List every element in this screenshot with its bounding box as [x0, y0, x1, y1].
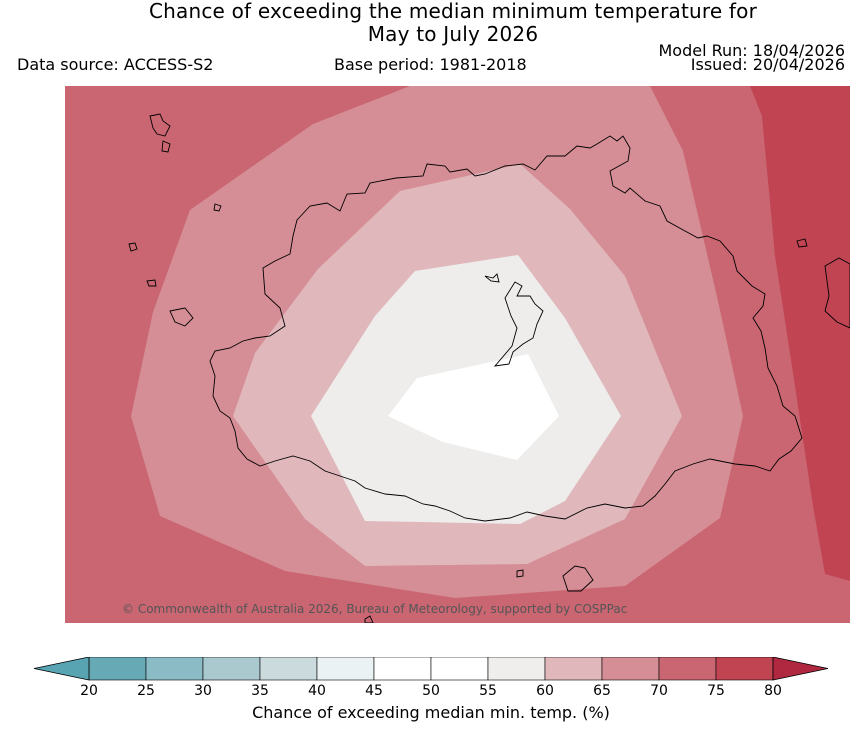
colorbar-tick-label: 40	[308, 683, 326, 699]
islet-coastline-5	[562, 565, 594, 592]
colorbar-tick-label: 35	[251, 683, 269, 699]
map-svg	[65, 86, 850, 623]
colorbar-segment	[658, 657, 717, 681]
islet-coastline-6	[824, 257, 850, 329]
colorbar-label: Chance of exceeding median min. temp. (%…	[252, 703, 610, 722]
colorbar-tick-label: 20	[80, 683, 98, 699]
colorbar	[34, 657, 828, 681]
colorbar-tick-label: 65	[593, 683, 611, 699]
title-line-2: May to July 2026	[367, 22, 539, 46]
colorbar-over-arrow	[772, 657, 828, 681]
model-run-label: Model Run: 18/04/2026	[658, 41, 846, 60]
colorbar-tick-label: 75	[707, 683, 725, 699]
base-period-label: Base period: 1981-2018	[334, 55, 527, 74]
colorbar-segment	[544, 657, 603, 681]
colorbar-segment	[316, 657, 375, 681]
colorbar-segment	[487, 657, 546, 681]
main-island-coastline	[209, 135, 803, 522]
colorbar-tick-label: 45	[365, 683, 383, 699]
colorbar-segment	[202, 657, 261, 681]
islet-coastline-3	[161, 140, 171, 153]
forecast-map: © Commonwealth of Australia 2026, Bureau…	[65, 86, 850, 623]
islet-coastline-11	[146, 279, 157, 287]
islet-coastline-2	[149, 113, 171, 137]
colorbar-tick-label: 70	[650, 683, 668, 699]
islet-coastline-12	[364, 615, 374, 623]
islet-coastline-4	[169, 307, 194, 327]
map-title: Chance of exceeding the median minimum t…	[0, 0, 862, 46]
islet-coastline-10	[128, 242, 138, 252]
islet-coastline-8	[516, 569, 524, 578]
colorbar-tick-label: 25	[137, 683, 155, 699]
colorbar-under-arrow	[34, 657, 90, 681]
colorbar-segment	[430, 657, 489, 681]
colorbar-segment	[88, 657, 147, 681]
colorbar-tick-label: 55	[479, 683, 497, 699]
colorbar-tick-label: 80	[764, 683, 782, 699]
inner-island-coastline	[493, 281, 544, 367]
islet-coastline-7	[796, 238, 808, 248]
data-source-label: Data source: ACCESS-S2	[17, 55, 214, 74]
colorbar-segment	[715, 657, 774, 681]
colorbar-tick-label: 50	[422, 683, 440, 699]
zone-75-80	[750, 86, 850, 581]
islet-coastline-1	[484, 273, 500, 283]
colorbar-segment	[373, 657, 432, 681]
colorbar-segment	[145, 657, 204, 681]
zone-50-55	[388, 354, 559, 460]
coastlines	[128, 113, 850, 623]
colorbar-tick-label: 60	[536, 683, 554, 699]
issued-label: Issued: 20/04/2026	[690, 55, 845, 74]
colorbar-tick-label: 30	[194, 683, 212, 699]
colorbar-segment	[601, 657, 660, 681]
title-line-1: Chance of exceeding the median minimum t…	[148, 0, 758, 23]
islet-coastline-9	[213, 203, 222, 212]
colorbar-segment	[259, 657, 318, 681]
copyright-notice: © Commonwealth of Australia 2026, Bureau…	[122, 602, 628, 616]
